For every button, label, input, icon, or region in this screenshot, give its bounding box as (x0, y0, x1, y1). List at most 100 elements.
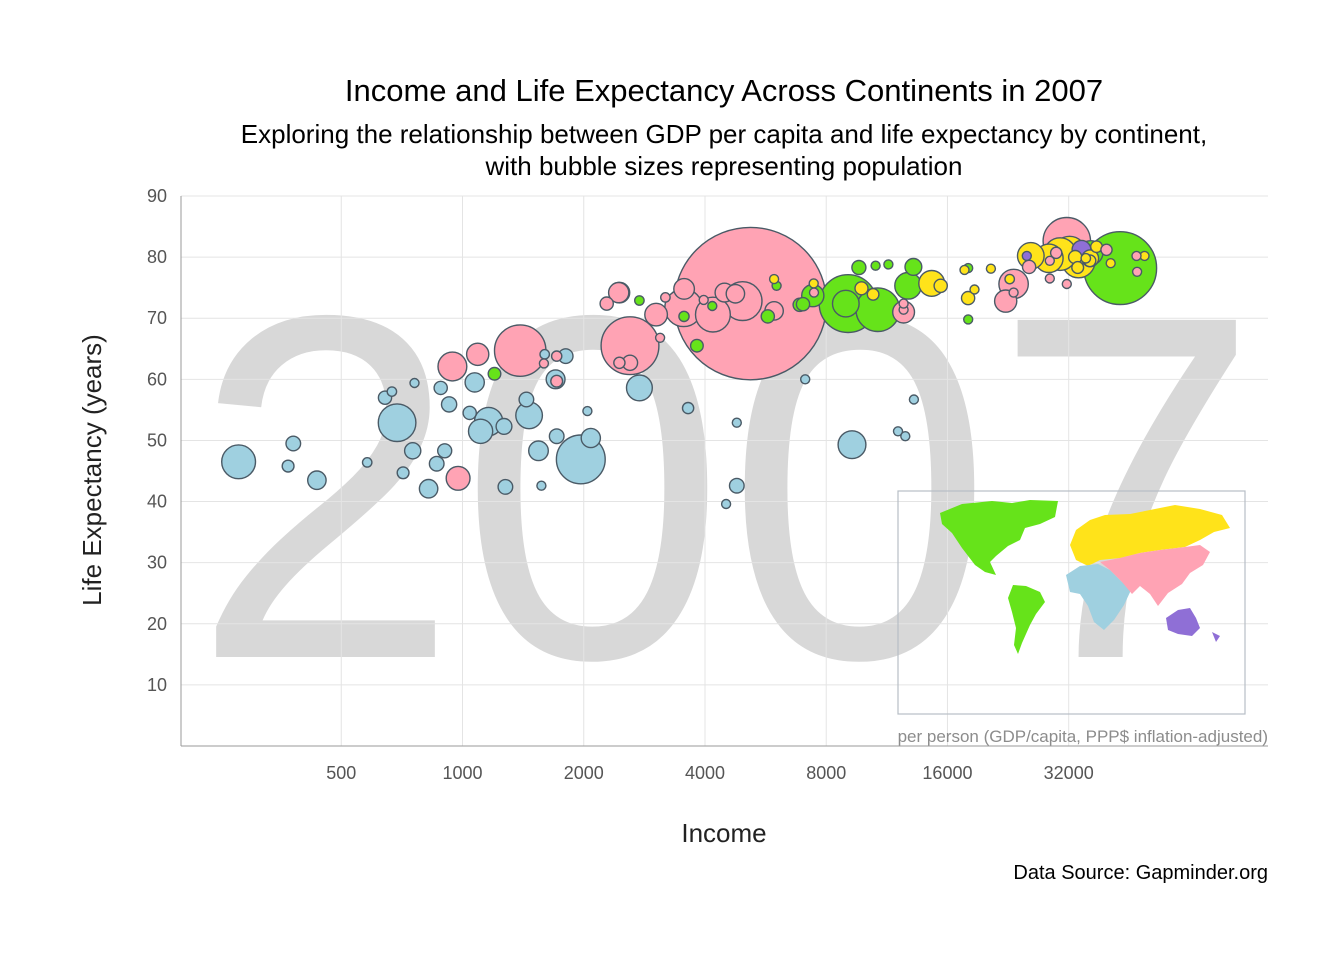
x-tick-label: 500 (326, 763, 356, 783)
bubble-asia (445, 465, 471, 491)
map-europe-north-asia (1070, 505, 1230, 566)
y-tick-label: 30 (147, 553, 167, 573)
bubble-asia (1131, 250, 1142, 262)
bubble-asia (644, 302, 669, 327)
bubble-americas (707, 300, 718, 312)
bubble-asia (660, 291, 671, 303)
bubble-europe (1105, 258, 1116, 269)
bubble-asia (694, 296, 731, 333)
bubble-asia (493, 324, 547, 377)
bubble-europe (866, 287, 880, 301)
bubble-europe (985, 263, 997, 274)
bubble-africa (497, 478, 514, 495)
bubble-europe (808, 278, 819, 289)
bubble-americas (870, 260, 881, 271)
bubble-americas (678, 310, 690, 323)
y-tick-label: 20 (147, 614, 167, 634)
bubble-europe (959, 264, 970, 276)
bubble-asia (550, 374, 564, 388)
y-tick-label: 10 (147, 675, 167, 695)
bubble-europe (933, 278, 949, 294)
bubble-africa (681, 401, 695, 415)
bubble-africa (800, 374, 811, 385)
bubble-americas (634, 295, 645, 306)
bubble-europe (854, 281, 869, 296)
bubble-asia (1100, 243, 1113, 257)
bubble-africa (908, 394, 920, 405)
bubble-africa (548, 428, 565, 445)
x-axis-title: Income (681, 818, 766, 848)
bubble-americas (963, 314, 974, 325)
bubble-africa (306, 470, 327, 491)
bubble-africa (409, 377, 420, 389)
bubble-africa (361, 456, 373, 468)
bubble-asia (898, 298, 909, 309)
bubble-africa (536, 480, 547, 491)
y-tick-label: 80 (147, 247, 167, 267)
bubble-asia (1049, 246, 1063, 260)
bubble-asia (1008, 287, 1019, 298)
bubble-americas (831, 289, 860, 318)
bubble-europe (1080, 252, 1092, 264)
bubble-africa (396, 466, 410, 480)
bubble-africa (731, 417, 742, 428)
bubble-asia (654, 332, 666, 343)
bubble-asia (1044, 255, 1056, 266)
bubble-asia (698, 294, 709, 306)
bubble-africa (900, 431, 911, 442)
bubble-europe (960, 290, 976, 306)
bubble-americas (487, 366, 502, 381)
bubble-africa (625, 374, 653, 402)
chart-title: Income and Life Expectancy Across Contin… (345, 73, 1103, 108)
chart-subtitle-line-2: with bubble sizes representing populatio… (485, 151, 963, 181)
map-africa (1066, 564, 1132, 630)
x-tick-labels: 500 1000 2000 4000 8000 16000 32000 (326, 763, 1093, 783)
map-legend-frame (897, 490, 1246, 715)
bubble-africa (720, 498, 732, 510)
chart-subtitle-line-1: Exploring the relationship between GDP p… (241, 119, 1207, 149)
y-axis-title: Life Expectancy (years) (77, 334, 107, 606)
bubble-africa (528, 440, 550, 462)
bubble-asia (599, 296, 615, 311)
bubble-asia (1021, 259, 1037, 275)
bubble-asia (673, 277, 696, 300)
bubble-asia (538, 358, 550, 369)
bubble-africa (462, 405, 478, 421)
bubble-africa (518, 391, 535, 408)
bubble-asia (1131, 266, 1143, 277)
bubble-asia (607, 281, 630, 304)
bubble-africa (386, 386, 398, 397)
bubble-europe (969, 284, 980, 295)
y-tick-label: 50 (147, 430, 167, 450)
bubble-europe (768, 273, 780, 285)
bubble-americas (894, 271, 923, 300)
bubble-africa (403, 441, 422, 460)
bubble-asia (1044, 273, 1056, 284)
bubble-africa (539, 348, 551, 360)
bubble-asia (613, 356, 626, 370)
bubble-americas (883, 259, 894, 270)
bubble-europe (1004, 273, 1016, 285)
y-tick-label: 70 (147, 308, 167, 328)
axes (180, 196, 1268, 747)
x-tick-label: 2000 (564, 763, 604, 783)
bubble-africa (285, 435, 302, 452)
y-tick-label: 90 (147, 186, 167, 206)
bubble-asia (808, 287, 820, 298)
map-asia (1100, 545, 1210, 606)
bubble-americas (904, 257, 923, 276)
bubble-africa (433, 380, 449, 396)
x-tick-label: 1000 (442, 763, 482, 783)
bubble-europe (1071, 260, 1085, 275)
bubble-asia (437, 351, 468, 382)
bubble-americas (689, 338, 704, 353)
bubble-asia (465, 342, 490, 367)
bubble-africa (580, 427, 602, 449)
bubble-africa (437, 443, 453, 459)
data-source-note: Data Source: Gapminder.org (1013, 862, 1268, 884)
bubble-africa (582, 405, 593, 417)
bubble-africa (467, 418, 494, 445)
bubble-asia (550, 350, 563, 362)
bubble-americas (795, 296, 811, 312)
bubbles (221, 216, 1158, 510)
